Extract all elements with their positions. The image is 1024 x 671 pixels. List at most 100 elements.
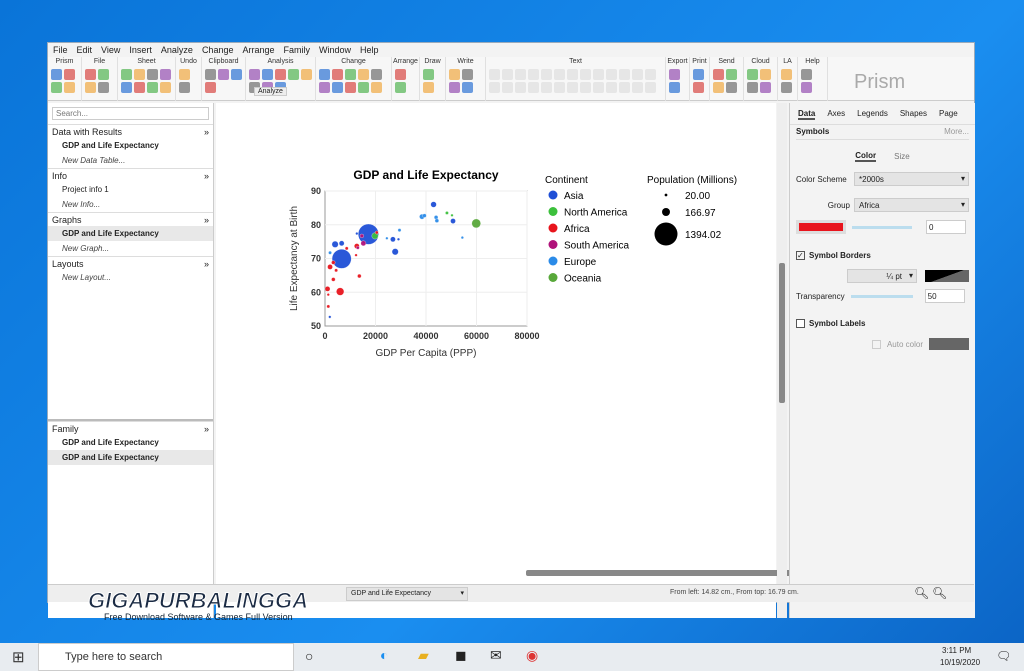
toolbar-button-icon[interactable] <box>645 69 656 80</box>
toolbar-button-icon[interactable] <box>121 69 132 80</box>
vertical-scrollbar[interactable] <box>777 103 787 618</box>
toolbar-button-icon[interactable] <box>502 82 513 93</box>
toolbar-button-icon[interactable] <box>632 69 643 80</box>
toolbar-button-icon[interactable] <box>606 69 617 80</box>
tab-legends[interactable]: Legends <box>857 109 888 118</box>
tab-shapes[interactable]: Shapes <box>899 109 927 118</box>
windows-start-icon[interactable]: ⊞ <box>12 649 25 666</box>
menu-arrange[interactable]: Arrange <box>242 45 275 55</box>
group-color-swatch[interactable] <box>796 220 846 234</box>
toolbar-button-icon[interactable] <box>726 82 737 93</box>
family-item[interactable]: GDP and Life Expectancy <box>48 450 213 465</box>
family-item[interactable]: GDP and Life Expectancy <box>62 438 159 447</box>
toolbar-button-icon[interactable] <box>51 82 62 93</box>
toolbar-button-icon[interactable] <box>606 82 617 93</box>
toolbar-button-icon[interactable] <box>567 82 578 93</box>
toolbar-button-icon[interactable] <box>231 69 242 80</box>
toolbar-button-icon[interactable] <box>98 69 109 80</box>
toolbar-button-icon[interactable] <box>358 69 369 80</box>
toolbar-button-icon[interactable] <box>85 69 96 80</box>
color-scheme-select[interactable]: *2000s <box>854 172 969 186</box>
symbol-borders-checkbox[interactable]: ✓ <box>796 251 805 260</box>
toolbar-button-icon[interactable] <box>502 69 513 80</box>
toolbar-button-icon[interactable] <box>319 82 330 93</box>
edge-icon[interactable]: ◐ <box>380 647 389 663</box>
toolbar-button-icon[interactable] <box>332 82 343 93</box>
vertical-scroll-thumb[interactable] <box>779 263 785 403</box>
nav-item[interactable]: New Info... <box>62 200 101 209</box>
toolbar-button-icon[interactable] <box>760 82 771 93</box>
toolbar-button-icon[interactable] <box>593 82 604 93</box>
toolbar-button-icon[interactable] <box>580 82 591 93</box>
transparency-input[interactable]: 50 <box>924 289 965 303</box>
menu-change[interactable]: Change <box>201 45 234 55</box>
toolbar-button-icon[interactable] <box>262 69 273 80</box>
toolbar-button-icon[interactable] <box>619 69 630 80</box>
toolbar-button-icon[interactable] <box>205 82 216 93</box>
more-link[interactable]: More... <box>944 127 969 136</box>
toolbar-button-icon[interactable] <box>593 69 604 80</box>
toolbar-button-icon[interactable] <box>645 82 656 93</box>
toolbar-button-icon[interactable] <box>332 69 343 80</box>
toolbar-button-icon[interactable] <box>121 82 132 93</box>
toolbar-button-icon[interactable] <box>713 82 724 93</box>
toolbar-button-icon[interactable] <box>554 69 565 80</box>
toolbar-button-icon[interactable] <box>371 69 382 80</box>
store-icon[interactable]: ◼ <box>455 647 467 663</box>
mail-icon[interactable]: ✉ <box>490 647 502 663</box>
menu-family[interactable]: Family <box>283 45 311 55</box>
toolbar-button-icon[interactable] <box>747 82 758 93</box>
menu-insert[interactable]: Insert <box>129 45 152 55</box>
toolbar-button-icon[interactable] <box>462 82 473 93</box>
toolbar-button-icon[interactable] <box>395 82 406 93</box>
zoom-out-icon[interactable]: 🔍︎ <box>914 586 930 600</box>
toolbar-button-icon[interactable] <box>515 69 526 80</box>
menu-window[interactable]: Window <box>319 45 352 55</box>
zoom-in-icon[interactable]: 🔍︎ <box>932 586 948 600</box>
toolbar-button-icon[interactable] <box>781 69 792 80</box>
toolbar-button-icon[interactable] <box>134 82 145 93</box>
toolbar-button-icon[interactable] <box>147 69 158 80</box>
border-width-select[interactable]: ¼ pt <box>847 269 917 283</box>
toolbar-button-icon[interactable] <box>134 69 145 80</box>
nav-item[interactable]: GDP and Life Expectancy <box>48 226 213 241</box>
toolbar-button-icon[interactable] <box>371 82 382 93</box>
toolbar-button-icon[interactable] <box>781 82 792 93</box>
expand-icon[interactable]: » <box>203 259 209 269</box>
toolbar-button-icon[interactable] <box>801 69 812 80</box>
expand-icon[interactable]: » <box>203 424 209 434</box>
label-color-swatch[interactable] <box>929 338 969 350</box>
clock-date[interactable]: 10/19/2020 <box>940 658 981 667</box>
analyze-button[interactable]: Analyze <box>254 87 287 96</box>
menu-view[interactable]: View <box>101 45 121 55</box>
toolbar-button-icon[interactable] <box>147 82 158 93</box>
notifications-icon[interactable]: 🗨︎ <box>996 649 1012 663</box>
toolbar-button-icon[interactable] <box>64 82 75 93</box>
toolbar-button-icon[interactable] <box>489 69 500 80</box>
toolbar-button-icon[interactable] <box>345 69 356 80</box>
tab-axes[interactable]: Axes <box>827 109 846 118</box>
toolbar-button-icon[interactable] <box>301 69 312 80</box>
toolbar-button-icon[interactable] <box>179 69 190 80</box>
toolbar-button-icon[interactable] <box>345 82 356 93</box>
toolbar-button-icon[interactable] <box>567 69 578 80</box>
toolbar-button-icon[interactable] <box>160 82 171 93</box>
expand-icon[interactable]: » <box>203 215 209 225</box>
toolbar-button-icon[interactable] <box>275 69 286 80</box>
toolbar-button-icon[interactable] <box>395 69 406 80</box>
menu-edit[interactable]: Edit <box>76 45 93 55</box>
taskbar-search-input[interactable]: Type here to search <box>38 643 294 671</box>
toolbar-button-icon[interactable] <box>423 82 434 93</box>
expand-icon[interactable]: » <box>203 127 209 137</box>
nav-item[interactable]: New Layout... <box>62 273 111 282</box>
toolbar-button-icon[interactable] <box>51 69 62 80</box>
toolbar-button-icon[interactable] <box>693 82 704 93</box>
family-section[interactable]: Family » <box>48 421 213 435</box>
toolbar-button-icon[interactable] <box>541 69 552 80</box>
toolbar-button-icon[interactable] <box>462 69 473 80</box>
menu-help[interactable]: Help <box>360 45 379 55</box>
toolbar-button-icon[interactable] <box>515 82 526 93</box>
tab-color[interactable]: Color <box>855 151 877 162</box>
toolbar-button-icon[interactable] <box>580 69 591 80</box>
clock-time[interactable]: 3:11 PM <box>942 646 972 655</box>
